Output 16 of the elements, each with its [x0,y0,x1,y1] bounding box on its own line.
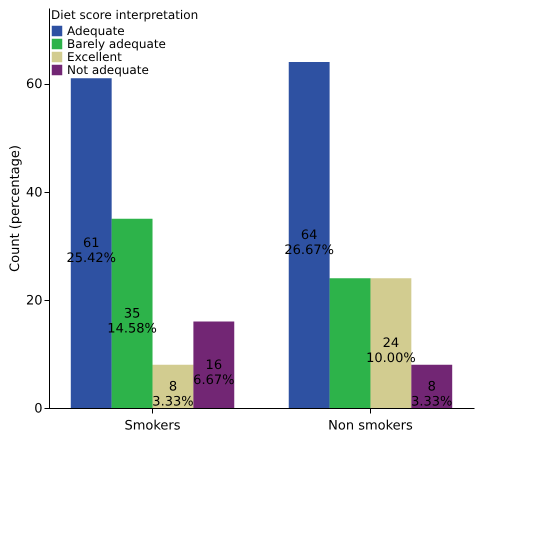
legend-title: Diet score interpretation [51,8,198,22]
x-tick-label: Non smokers [328,418,414,434]
data-label: 8 3.33% [152,379,194,410]
legend-label: Excellent [67,50,122,64]
y-tick-label: 20 [26,293,42,308]
x-tick-label: Smokers [124,418,181,434]
y-tick-label: 0 [34,402,42,416]
bar [193,322,234,408]
legend-label: Adequate [67,24,125,38]
legend-label: Not adequate [67,63,149,77]
y-tick-label: 40 [26,185,42,200]
data-label: 8 3.33% [411,379,452,410]
data-label: 16 6.67% [193,358,234,388]
legend-label: Barely adequate [67,37,166,51]
y-axis-title: Count (percentage) [8,145,23,272]
y-tick-label: 60 [26,77,42,92]
